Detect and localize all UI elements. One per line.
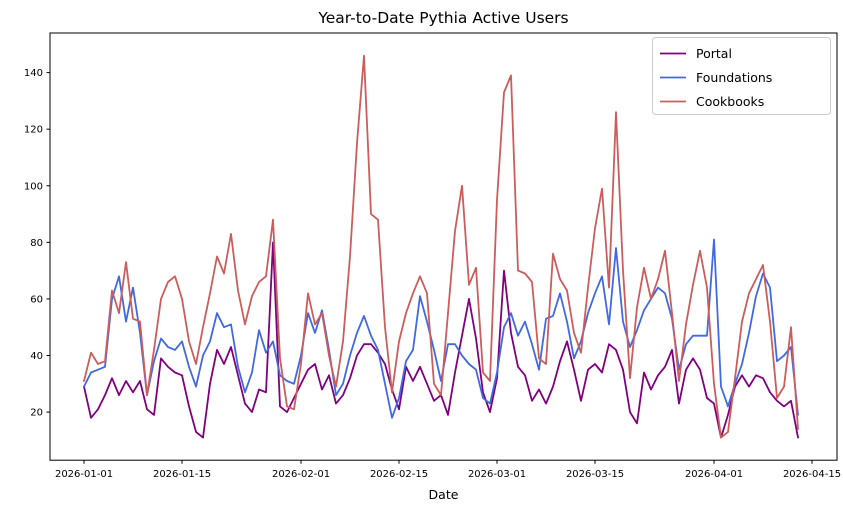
plot-ticks: 20 40 60 80 100 120 140 2026-01-01 2026-01-15 202… (24, 68, 841, 480)
x-tick-label: 2026-01-01 (55, 469, 113, 480)
y-tick-label: 60 (30, 294, 43, 305)
legend-label-portal: Portal (696, 46, 732, 61)
series-line-portal (83, 241, 799, 439)
x-tick-label: 2026-04-01 (685, 469, 743, 480)
x-tick-label: 2026-04-15 (783, 469, 841, 480)
x-tick-label: 2026-03-15 (566, 469, 624, 480)
series-line-cookbooks (83, 54, 799, 439)
plot-border (49, 32, 838, 461)
y-tick-label: 100 (24, 181, 43, 192)
y-tick-label: 40 (30, 351, 43, 362)
x-tick-label: 2026-02-01 (272, 469, 330, 480)
chart-title: Year-to-Date Pythia Active Users (317, 9, 568, 27)
plot-series (83, 54, 799, 439)
legend-label-foundations: Foundations (696, 70, 772, 85)
x-tick-label: 2026-02-15 (370, 469, 428, 480)
x-tick-label: 2026-03-01 (468, 469, 526, 480)
y-tick-label: 20 (30, 408, 43, 419)
legend-box (652, 37, 831, 115)
legend: Portal Foundations Cookbooks (652, 37, 831, 115)
series-line-foundations (83, 238, 799, 419)
x-axis-label: Date (429, 487, 459, 502)
legend-label-cookbooks: Cookbooks (696, 94, 764, 109)
y-tick-label: 80 (30, 238, 43, 249)
x-tick-label: 2026-01-15 (153, 469, 211, 480)
y-tick-label: 120 (24, 125, 43, 136)
y-tick-label: 140 (24, 68, 43, 79)
